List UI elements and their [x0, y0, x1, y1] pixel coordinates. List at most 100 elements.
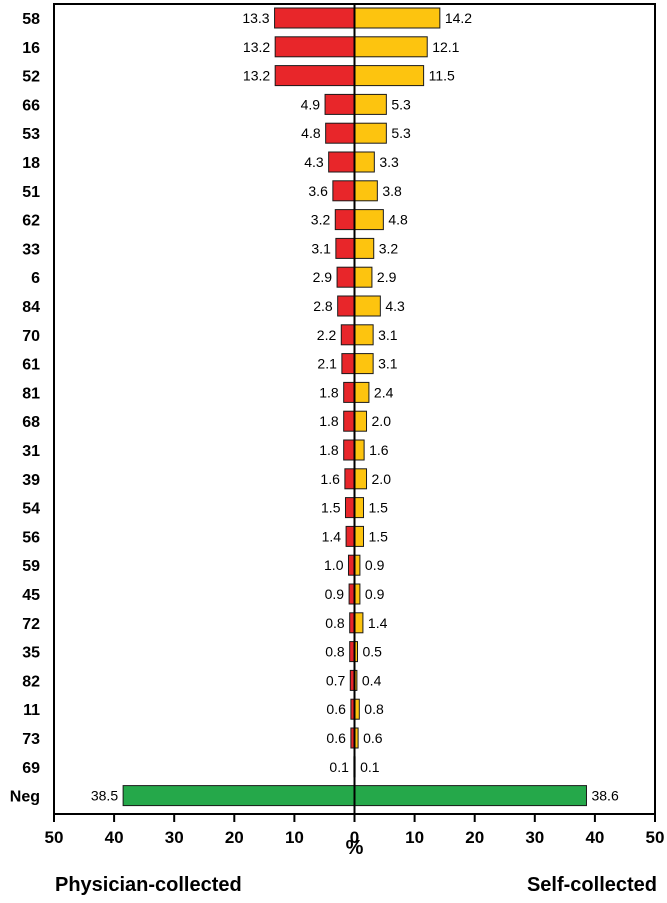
- category-label-81: 81: [22, 385, 40, 402]
- x-tick-label: 30: [525, 828, 544, 847]
- category-label-52: 52: [22, 69, 40, 86]
- self-bar-18: [354, 151, 375, 173]
- self-value-53: 5.3: [391, 125, 411, 141]
- physician-bar-56: [345, 525, 355, 547]
- physician-bar-39: [344, 468, 356, 490]
- self-value-11: 0.8: [364, 701, 384, 717]
- category-label-82: 82: [22, 673, 40, 690]
- physician-bar-6: [336, 266, 356, 288]
- category-label-16: 16: [22, 40, 40, 57]
- self-value-51: 3.8: [382, 183, 402, 199]
- physician-value-39: 1.6: [320, 471, 340, 487]
- x-tick-label: 0: [350, 828, 359, 847]
- physician-bar-62: [334, 209, 356, 231]
- self-bar-61: [354, 353, 374, 375]
- physician-bar-58: [274, 7, 355, 29]
- physician-value-66: 4.9: [301, 96, 321, 112]
- category-label-68: 68: [22, 414, 40, 431]
- physician-value-59: 1.0: [324, 557, 344, 573]
- category-label-35: 35: [22, 645, 40, 662]
- physician-value-68: 1.8: [319, 413, 339, 429]
- self-value-66: 5.3: [391, 96, 411, 112]
- physician-bar-52: [274, 65, 355, 87]
- category-label-61: 61: [22, 357, 40, 374]
- self-value-6: 2.9: [377, 269, 397, 285]
- self-value-33: 3.2: [379, 240, 399, 256]
- physician-value-16: 13.2: [243, 39, 270, 55]
- self-value-84: 4.3: [385, 298, 405, 314]
- physician-bar-18: [328, 151, 356, 173]
- category-label-53: 53: [22, 126, 40, 143]
- category-label-62: 62: [22, 213, 40, 230]
- physician-value-81: 1.8: [319, 384, 339, 400]
- self-bar-51: [354, 180, 378, 202]
- x-tick-label: 20: [225, 828, 244, 847]
- physician-value-58: 13.3: [242, 10, 269, 26]
- self-value-31: 1.6: [369, 442, 389, 458]
- category-label-45: 45: [22, 587, 40, 604]
- x-tick-label: 30: [165, 828, 184, 847]
- physician-value-52: 13.2: [243, 68, 270, 84]
- category-label-56: 56: [22, 529, 40, 546]
- physician-value-53: 4.8: [301, 125, 321, 141]
- self-bar-53: [354, 122, 387, 144]
- physician-value-35: 0.8: [325, 644, 345, 660]
- physician-value-70: 2.2: [317, 327, 337, 343]
- physician-value-62: 3.2: [311, 212, 331, 228]
- category-label-33: 33: [22, 241, 40, 258]
- self-bar-52: [354, 65, 425, 87]
- category-label-54: 54: [22, 501, 40, 518]
- self-value-72: 1.4: [368, 615, 388, 631]
- x-tick-label: 50: [45, 828, 64, 847]
- self-value-39: 2.0: [372, 471, 392, 487]
- self-bar-39: [354, 468, 368, 490]
- physician-bar-68: [343, 410, 356, 432]
- x-tick-label: 20: [465, 828, 484, 847]
- physician-bar-53: [325, 122, 356, 144]
- category-label-70: 70: [22, 328, 40, 345]
- physician-value-73: 0.6: [326, 730, 346, 746]
- self-value-16: 12.1: [432, 39, 459, 55]
- self-value-59: 0.9: [365, 557, 385, 573]
- self-bar-62: [354, 209, 384, 231]
- physician-value-18: 4.3: [304, 154, 324, 170]
- self-bar-54: [354, 497, 365, 519]
- self-bar-81: [354, 381, 370, 403]
- self-bar-neg: [354, 785, 587, 807]
- physician-value-6: 2.9: [313, 269, 333, 285]
- self-bar-68: [354, 410, 368, 432]
- right-series-title: Self-collected: [527, 874, 657, 896]
- physician-bar-61: [341, 353, 355, 375]
- physician-value-84: 2.8: [313, 298, 333, 314]
- self-value-68: 2.0: [372, 413, 392, 429]
- self-value-58: 14.2: [445, 10, 472, 26]
- physician-bar-16: [274, 36, 355, 58]
- physician-value-11: 0.6: [326, 701, 346, 717]
- self-value-18: 3.3: [379, 154, 399, 170]
- physician-value-69: 0.1: [329, 759, 349, 775]
- x-tick-label: 10: [285, 828, 304, 847]
- self-value-61: 3.1: [378, 356, 398, 372]
- left-series-title: Physician-collected: [55, 874, 242, 896]
- self-value-81: 2.4: [374, 384, 394, 400]
- physician-bar-neg: [122, 785, 355, 807]
- self-bar-58: [354, 7, 441, 29]
- self-value-neg: 38.6: [591, 788, 618, 804]
- self-value-70: 3.1: [378, 327, 398, 343]
- physician-bar-54: [344, 497, 355, 519]
- physician-value-31: 1.8: [319, 442, 339, 458]
- physician-value-72: 0.8: [325, 615, 345, 631]
- physician-value-54: 1.5: [321, 500, 341, 516]
- self-value-62: 4.8: [388, 212, 408, 228]
- self-value-73: 0.6: [363, 730, 383, 746]
- category-label-11: 11: [23, 702, 40, 719]
- category-label-31: 31: [22, 443, 40, 460]
- self-bar-72: [354, 612, 364, 634]
- category-label-51: 51: [22, 184, 40, 201]
- category-label-39: 39: [22, 472, 40, 489]
- self-value-69: 0.1: [360, 759, 380, 775]
- self-value-82: 0.4: [362, 672, 382, 688]
- axes-layer: 50 40 30 20 10 0 10 20 30 40 50: [45, 3, 664, 847]
